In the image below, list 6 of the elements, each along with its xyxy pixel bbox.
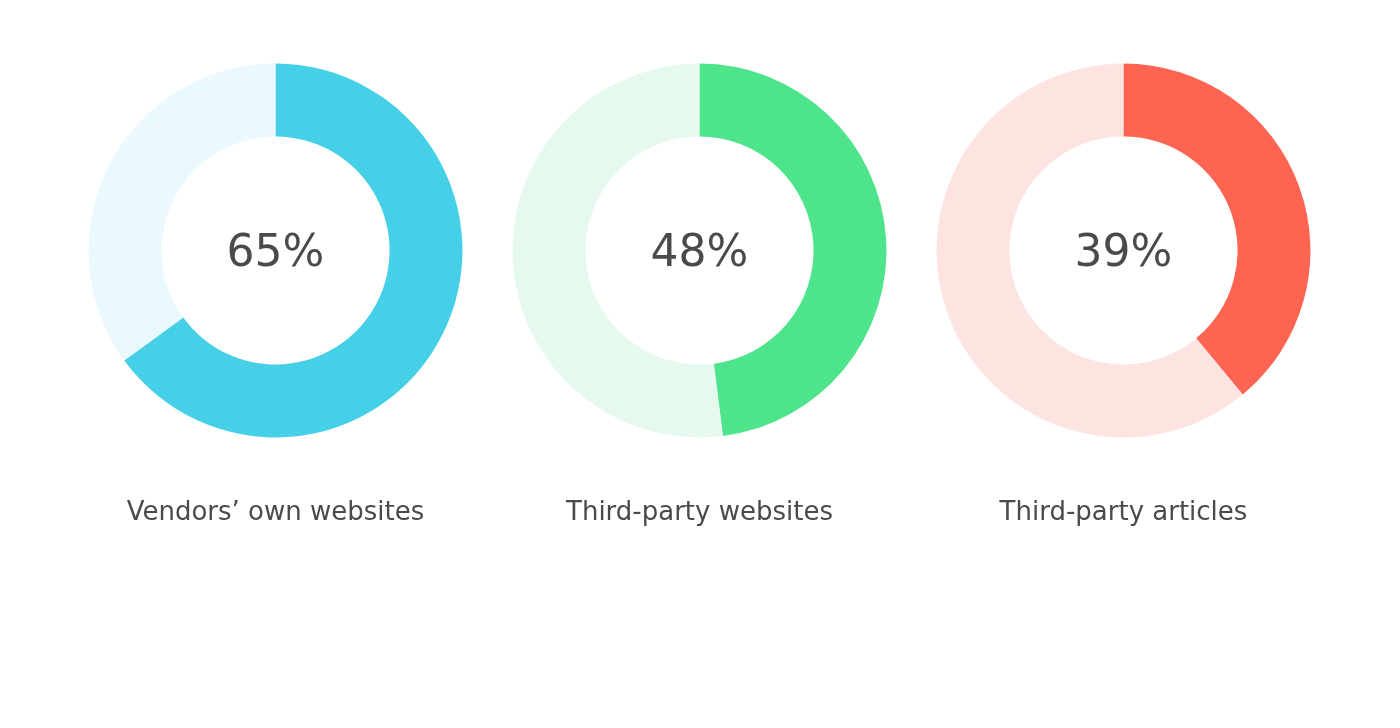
text: Third-party articles [998,495,1248,526]
text: 48% [650,225,749,276]
text: 65% [226,225,325,276]
text: Third-party websites [565,495,833,526]
text: Vendors’ own websites [126,495,425,526]
text: 39% [1074,225,1173,276]
